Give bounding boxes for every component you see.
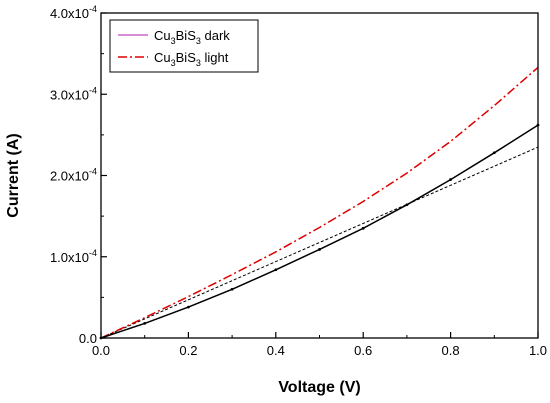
- legend-label-part: BiS: [176, 50, 197, 65]
- ticks-layer: 0.0 0.2 0.4 0.6 0.8 1.00.01.0x10-42.0x10-43.0…: [50, 4, 547, 358]
- y-tick-mantissa: 4.0x10: [50, 6, 89, 21]
- legend-label-part: dark: [201, 28, 230, 43]
- y-tick-exponent: -4: [89, 85, 97, 95]
- series-point-dark: [230, 287, 234, 291]
- y-tick-mantissa: 2.0x10: [50, 169, 89, 184]
- y-tick-mantissa: 0.0: [79, 331, 97, 346]
- series-point-dark: [492, 151, 496, 155]
- series-line-fit: [100, 146, 539, 339]
- series-point-dark: [405, 203, 409, 207]
- y-tick-exponent: -4: [89, 167, 97, 177]
- x-tick-label: 0.2: [179, 343, 197, 358]
- x-axis-title: Voltage (V): [278, 379, 360, 396]
- series-point-dark: [187, 305, 190, 309]
- series-point-dark: [274, 268, 278, 272]
- y-tick-label: 0.0: [79, 331, 97, 346]
- y-tick-mantissa: 1.0x10: [50, 250, 89, 265]
- legend-label-part: BiS: [176, 28, 197, 43]
- y-tick-exponent: -4: [89, 4, 97, 14]
- y-tick-exponent: -4: [89, 248, 97, 258]
- y-tick-mantissa: 3.0x10: [50, 87, 89, 102]
- series-line-light: [100, 66, 539, 339]
- series-point-dark: [143, 321, 147, 325]
- x-tick-label: 0.6: [354, 343, 372, 358]
- y-tick-label: 4.0x10-4: [50, 4, 97, 21]
- y-tick-label: 1.0x10-4: [50, 248, 97, 265]
- legend-label-part: 3: [171, 58, 176, 68]
- x-tick-label: 0.0: [92, 343, 110, 358]
- legend-label-part: Cu: [154, 28, 171, 43]
- series-layer: [99, 66, 540, 340]
- legend-label-part: 3: [171, 36, 176, 46]
- x-tick-label: 0.8: [442, 343, 460, 358]
- legend-label-part: Cu: [154, 50, 171, 65]
- legend-label-part: 3: [196, 36, 201, 46]
- legend-label-light: Cu3BiS3 light: [154, 50, 229, 68]
- series-point-dark: [318, 248, 321, 251]
- legend-label-dark: Cu3BiS3 dark: [154, 28, 230, 46]
- y-tick-label: 3.0x10-4: [50, 85, 97, 102]
- legend-label-part: light: [201, 50, 229, 65]
- legend-box: [109, 19, 259, 73]
- x-tick-label: 0.4: [267, 343, 285, 358]
- y-axis-title: Current (A): [5, 133, 22, 217]
- series-point-dark: [449, 178, 452, 181]
- x-tick-label: 1.0: [529, 343, 547, 358]
- legend-label-part: 3: [196, 58, 201, 68]
- y-tick-label: 2.0x10-4: [50, 167, 97, 184]
- series-point-dark: [361, 226, 365, 230]
